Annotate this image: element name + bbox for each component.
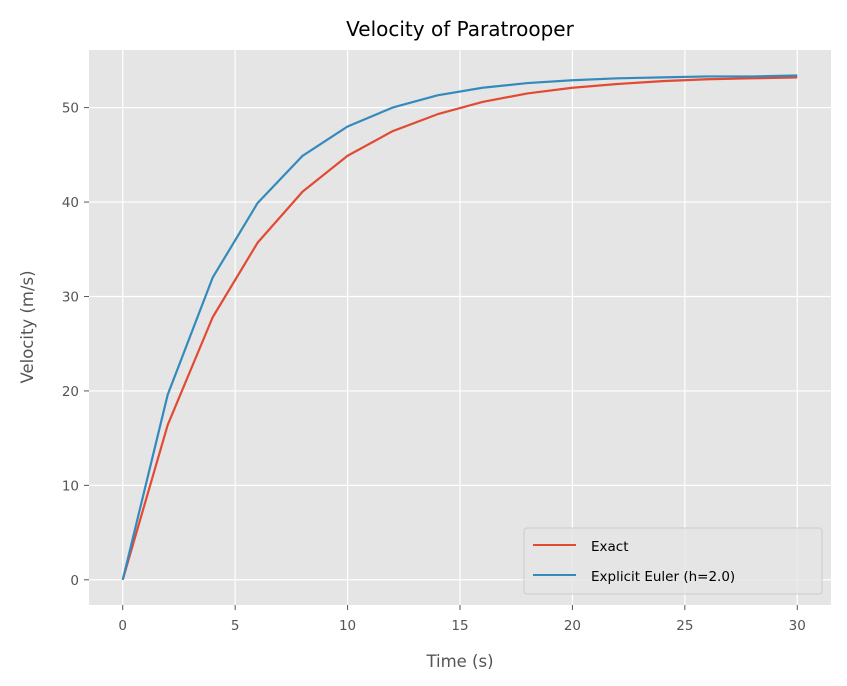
x-tick-label: 5 <box>231 618 240 634</box>
y-tick-label: 40 <box>62 195 79 211</box>
y-tick-label: 30 <box>62 289 79 305</box>
series-line-0 <box>121 76 798 581</box>
y-tick-label: 20 <box>62 384 79 400</box>
legend: Exact Explicit Euler (h=2.0) <box>523 527 823 595</box>
y-axis-label: Velocity (m/s) <box>18 270 37 383</box>
x-tick-label: 25 <box>676 618 693 634</box>
series-line-1 <box>121 74 798 581</box>
legend-label-exact: Exact <box>591 539 629 555</box>
y-tick-labels: 0 10 20 30 40 50 <box>62 101 79 589</box>
y-tick-label: 10 <box>62 478 79 494</box>
x-tick-label: 0 <box>118 618 127 634</box>
grid-lines <box>84 50 831 610</box>
legend-label-euler: Explicit Euler (h=2.0) <box>591 569 735 585</box>
legend-box <box>523 527 823 595</box>
series-lines <box>121 74 798 581</box>
chart-title: Velocity of Paratrooper <box>346 17 574 41</box>
x-tick-label: 30 <box>789 618 806 634</box>
y-tick-label: 0 <box>70 573 79 589</box>
y-tick-label: 50 <box>62 101 79 117</box>
x-tick-label: 15 <box>451 618 468 634</box>
x-tick-labels: 0 5 10 15 20 25 30 <box>118 618 805 634</box>
x-axis-label: Time (s) <box>425 652 493 671</box>
x-tick-label: 10 <box>339 618 356 634</box>
x-tick-label: 20 <box>564 618 581 634</box>
